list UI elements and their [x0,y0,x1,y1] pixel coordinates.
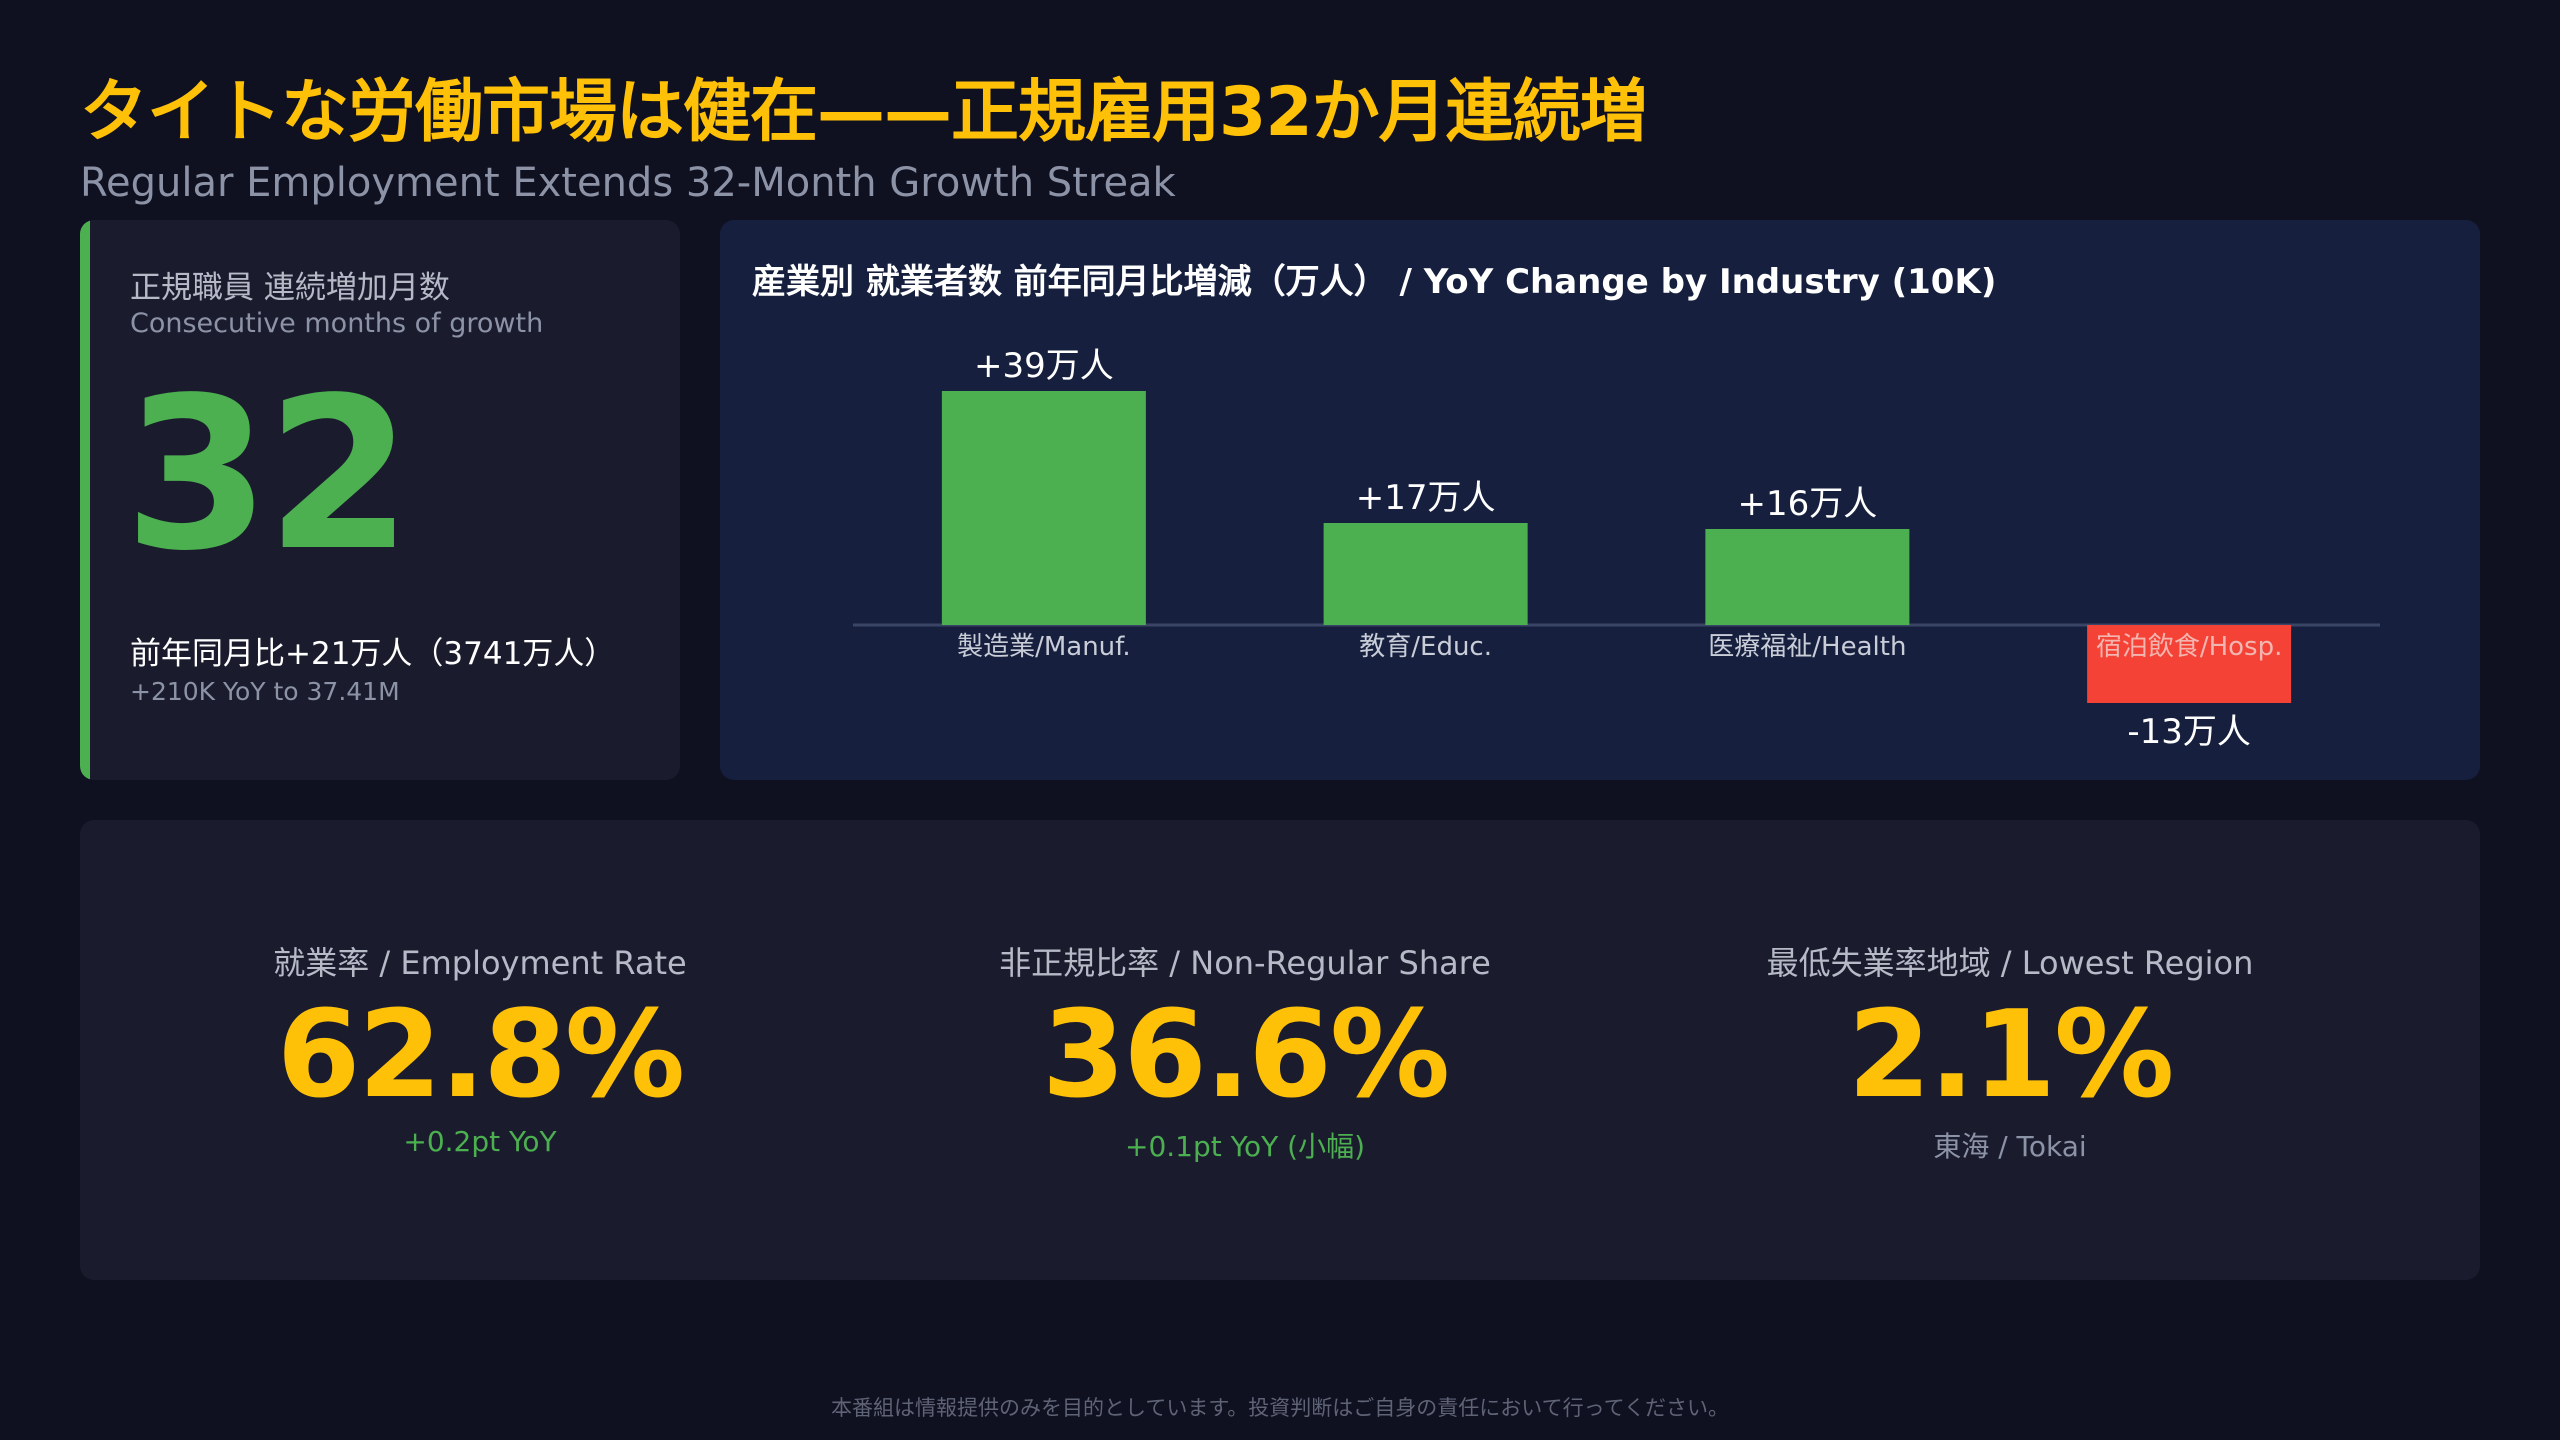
chart-data-label: -13万人 [2127,712,2251,752]
stat-value: 2.1% [1847,986,2175,1125]
kpi-accent-bar [80,220,90,780]
stats-card: 就業率 / Employment Rate 62.8% +0.2pt YoY 非… [80,820,2480,1280]
kpi-label-en: Consecutive months of growth [130,308,544,339]
kpi-label-jp: 正規職員 連続増加月数 [130,270,450,306]
chart-category-label: 宿泊飲食/Hosp. [2096,632,2283,662]
chart-bar [941,391,1146,625]
kpi-value: 32 [124,352,412,597]
stat-note: +0.2pt YoY [403,1125,557,1158]
chart-bar [2087,625,2292,703]
kpi-change-en: +210K YoY to 37.41M [130,677,400,706]
stat-note: +0.1pt YoY (小幅) [1124,1130,1365,1163]
chart-category-label: 教育/Educ. [1359,632,1492,662]
kpi-card: 正規職員 連続増加月数 Consecutive months of growth… [80,220,680,780]
chart-title: 産業別 就業者数 前年同月比増減（万人） / YoY Change by Ind… [752,262,1997,302]
disclaimer: 本番組は情報提供のみを目的としています。投資判断はご自身の責任において行ってくだ… [831,1396,1729,1420]
stat-label: 最低失業率地域 / Lowest Region [1766,944,2254,982]
page-subtitle: Regular Employment Extends 32-Month Grow… [80,160,1176,206]
chart-data-label: +17万人 [1356,478,1496,518]
page-title: タイトな労働市場は健在——正規雇用32か月連続増 [80,73,1648,152]
chart-card: 産業別 就業者数 前年同月比増減（万人） / YoY Change by Ind… [720,220,2480,780]
chart-data-label: +39万人 [974,346,1114,386]
stat-value: 36.6% [1041,986,1450,1125]
stat-label: 非正規比率 / Non-Regular Share [999,944,1491,982]
stat-note: 東海 / Tokai [1933,1130,2087,1163]
stat-value: 62.8% [276,986,685,1125]
chart-bar [1705,529,1910,625]
chart-category-label: 医療福祉/Health [1708,632,1906,662]
chart-bar [1323,523,1528,625]
chart-category-label: 製造業/Manuf. [957,632,1131,662]
chart-data-label: +16万人 [1737,484,1877,524]
stat-label: 就業率 / Employment Rate [273,944,687,982]
kpi-change-jp: 前年同月比+21万人（3741万人） [130,636,616,672]
